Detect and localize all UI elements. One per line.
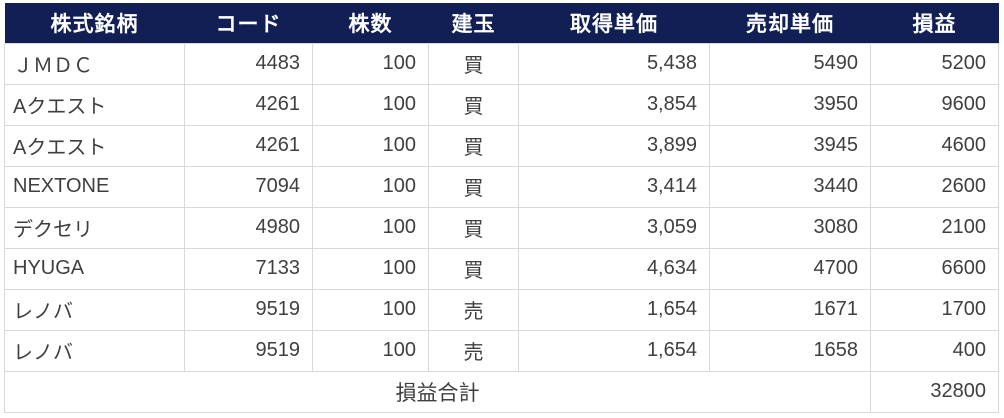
table-body: ＪＭＤＣ 4483 100 買 5,438 5490 5200 Aクエスト 4261 100 買 3,… (4, 42, 999, 372)
cell-name: デクセリ (4, 206, 185, 249)
cell-position: 買 (428, 83, 519, 126)
cell-shares: 100 (312, 329, 429, 372)
cell-shares: 100 (312, 83, 429, 126)
cell-shares: 100 (312, 288, 429, 331)
cell-buy-price: 1,654 (518, 288, 710, 331)
cell-sell-price: 3950 (709, 83, 871, 126)
column-header-name: 株式銘柄 (4, 3, 185, 43)
cell-name: Aクエスト (4, 83, 185, 126)
cell-pnl: 6600 (870, 247, 999, 290)
cell-sell-price: 1658 (709, 329, 871, 372)
cell-position: 売 (428, 329, 519, 372)
cell-code: 4261 (184, 124, 313, 167)
cell-sell-price: 4700 (709, 247, 871, 290)
cell-buy-price: 1,654 (518, 329, 710, 372)
table-header: 株式銘柄 コード 株数 建玉 取得単価 売却単価 損益 (4, 3, 999, 43)
cell-sell-price: 3945 (709, 124, 871, 167)
header-row: 株式銘柄 コード 株数 建玉 取得単価 売却単価 損益 (4, 3, 999, 43)
cell-sell-price: 1671 (709, 288, 871, 331)
cell-position: 買 (428, 124, 519, 167)
total-pnl-value: 32800 (870, 370, 999, 413)
cell-code: 9519 (184, 329, 313, 372)
cell-name: HYUGA (4, 247, 185, 290)
table-row: Aクエスト 4261 100 買 3,899 3945 4600 (4, 124, 999, 167)
cell-position: 買 (428, 42, 519, 85)
table-footer: 損益合計 32800 (4, 370, 999, 413)
column-header-position: 建玉 (428, 3, 519, 43)
cell-buy-price: 5,438 (518, 42, 710, 85)
column-header-shares: 株数 (312, 3, 429, 43)
cell-shares: 100 (312, 124, 429, 167)
cell-buy-price: 3,899 (518, 124, 710, 167)
cell-name: ＪＭＤＣ (4, 42, 185, 85)
cell-name: レノバ (4, 329, 185, 372)
cell-shares: 100 (312, 42, 429, 85)
cell-sell-price: 5490 (709, 42, 871, 85)
cell-pnl: 2100 (870, 206, 999, 249)
table-row: HYUGA 7133 100 買 4,634 4700 6600 (4, 247, 999, 290)
cell-shares: 100 (312, 247, 429, 290)
table-row: NEXTONE 7094 100 買 3,414 3440 2600 (4, 165, 999, 208)
column-header-sell-price: 売却単価 (709, 3, 871, 43)
cell-code: 7133 (184, 247, 313, 290)
table-row: Aクエスト 4261 100 買 3,854 3950 9600 (4, 83, 999, 126)
cell-name: レノバ (4, 288, 185, 331)
cell-pnl: 4600 (870, 124, 999, 167)
table-row: デクセリ 4980 100 買 3,059 3080 2100 (4, 206, 999, 249)
cell-name: Aクエスト (4, 124, 185, 167)
table-row: ＪＭＤＣ 4483 100 買 5,438 5490 5200 (4, 42, 999, 85)
cell-position: 買 (428, 206, 519, 249)
cell-position: 売 (428, 288, 519, 331)
cell-code: 4980 (184, 206, 313, 249)
cell-sell-price: 3080 (709, 206, 871, 249)
cell-position: 買 (428, 247, 519, 290)
cell-pnl: 5200 (870, 42, 999, 85)
cell-pnl: 9600 (870, 83, 999, 126)
cell-code: 4483 (184, 42, 313, 85)
column-header-pnl: 損益 (870, 3, 999, 43)
cell-code: 9519 (184, 288, 313, 331)
total-label: 損益合計 (4, 370, 871, 413)
table-row: レノバ 9519 100 売 1,654 1658 400 (4, 329, 999, 372)
stock-pnl-table: 株式銘柄 コード 株数 建玉 取得単価 売却単価 損益 ＪＭＤＣ 4483 100 買 5,438 5… (4, 3, 999, 413)
cell-pnl: 1700 (870, 288, 999, 331)
cell-code: 7094 (184, 165, 313, 208)
cell-buy-price: 3,854 (518, 83, 710, 126)
cell-pnl: 400 (870, 329, 999, 372)
cell-sell-price: 3440 (709, 165, 871, 208)
cell-buy-price: 4,634 (518, 247, 710, 290)
column-header-buy-price: 取得単価 (518, 3, 710, 43)
cell-pnl: 2600 (870, 165, 999, 208)
cell-shares: 100 (312, 206, 429, 249)
table-row: レノバ 9519 100 売 1,654 1671 1700 (4, 288, 999, 331)
cell-code: 4261 (184, 83, 313, 126)
cell-position: 買 (428, 165, 519, 208)
total-row: 損益合計 32800 (4, 370, 999, 413)
cell-buy-price: 3,059 (518, 206, 710, 249)
cell-shares: 100 (312, 165, 429, 208)
cell-buy-price: 3,414 (518, 165, 710, 208)
column-header-code: コード (184, 3, 313, 43)
cell-name: NEXTONE (4, 165, 185, 208)
